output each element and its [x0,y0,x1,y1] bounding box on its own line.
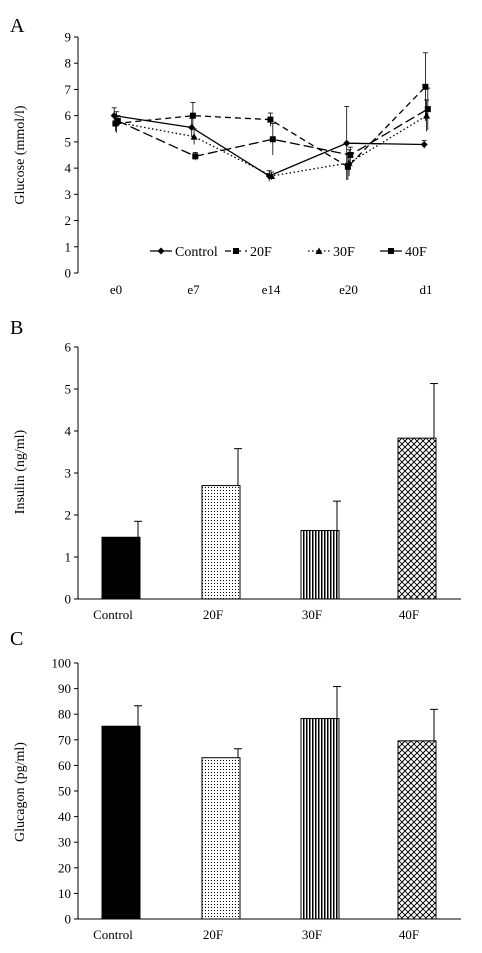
series-20f-point [422,83,429,90]
series-40f-point [192,153,199,160]
glucagon-x-tick-label: Control [93,927,133,942]
insulin-y-tick-label: 5 [65,382,72,397]
insulin-x-tick-label: 40F [399,607,419,622]
series-20f-line [115,86,426,168]
panel-a-letter: A [10,15,25,37]
series-40f-point [114,117,121,124]
glucagon-y-tick-label: 50 [58,784,71,799]
legend-30f-label: 30F [333,245,355,260]
glucagon-bar-control [101,725,141,920]
series-control-point [343,139,351,147]
glucagon-y-tick-label: 10 [58,886,71,901]
glucose-x-tick-label: e7 [187,282,200,297]
glucagon-y-tick-label: 30 [58,835,71,850]
series-30f-point [268,172,276,179]
insulin-bar-chart: 0 1 2 3 4 5 6 Control 20F 30F 40F [65,340,461,622]
insulin-y-tick-label: 2 [65,508,72,523]
insulin-y-tick-label: 3 [65,466,72,481]
glucagon-y-tick-label: 0 [65,912,72,927]
legend-40f-marker [388,248,394,254]
series-40f-point [347,152,354,158]
legend-30f-marker [315,247,323,254]
glucagon-x-tick-label: 20F [203,927,223,942]
glucagon-x-tick-label: 40F [399,927,419,942]
insulin-bar-40f [397,437,437,600]
insulin-bar-30f [300,530,340,600]
glucose-y-tick-label: 2 [65,213,72,228]
panel-a: A Glucose (mmol/l) 0 1 2 3 4 5 6 7 8 9 e0 e7 e14 e20 d… [10,15,433,297]
series-30f-point [423,112,431,119]
glucagon-y-tick-label: 40 [58,809,71,824]
glucose-y-tick-label: 6 [65,108,72,123]
legend-control-marker [157,247,165,255]
series-control-line [114,115,425,177]
series-30f-line [116,115,427,177]
glucose-y-tick-label: 8 [65,56,72,71]
glucose-y-tick-label: 9 [65,30,72,45]
glucose-y-tick-label: 3 [65,187,72,202]
series-20f-point [267,116,274,123]
glucagon-y-tick-label: 100 [52,656,72,671]
legend-40f-label: 40F [405,245,427,260]
glucose-x-tick-label: e0 [110,282,122,297]
panel-a-y-axis-label: Glucose (mmol/l) [13,105,28,204]
glucose-x-tick-label: d1 [420,282,433,297]
glucagon-bar-chart: 0 10 20 30 40 50 60 70 80 90 100 Control 20F 30F 40F [52,656,461,942]
glucose-legend: Control 20F 30F 40F [150,245,427,260]
insulin-bar-20f [201,485,241,600]
panel-c-letter: C [10,628,23,650]
insulin-x-tick-label: 20F [203,607,223,622]
panel-b-letter: B [10,317,23,339]
insulin-x-tick-label: Control [93,607,133,622]
legend-20f-marker [233,248,239,254]
glucose-x-tick-label: e14 [262,282,281,297]
insulin-bar-control [101,536,141,600]
insulin-y-tick-label: 0 [65,592,72,607]
insulin-y-tick-label: 4 [65,424,72,439]
series-control-point [420,141,428,149]
glucagon-bar-20f [201,757,241,920]
panel-c-y-axis-label: Glucagon (pg/ml) [13,742,28,842]
glucagon-y-tick-label: 70 [58,732,71,747]
glucose-y-tick-label: 7 [65,82,72,97]
insulin-y-tick-label: 1 [65,550,72,565]
panel-c: C Glucagon (pg/ml) 0 10 20 30 40 50 60 70 80 90 10… [10,628,461,942]
legend-control-label: Control [175,245,218,260]
insulin-x-tick-label: 30F [302,607,322,622]
series-40f-point [424,106,431,113]
glucagon-y-tick-label: 80 [58,707,71,722]
series-20f-point [189,112,196,119]
glucose-x-tick-label: e20 [339,282,358,297]
series-40f-line [117,108,429,157]
glucagon-y-tick-label: 20 [58,860,71,875]
glucose-line-chart: 0 1 2 3 4 5 6 7 8 9 e0 e7 e14 e20 d1 Control 20F 30F 40F [65,30,433,298]
glucagon-y-tick-label: 60 [58,758,71,773]
panel-b-y-axis-label: Insulin (ng/ml) [13,429,28,514]
glucose-y-tick-label: 0 [65,266,72,281]
panel-b: B Insulin (ng/ml) 0 1 2 3 4 5 6 Control 20F 30F 40… [10,317,461,622]
glucose-y-tick-label: 5 [65,134,72,149]
glucose-y-tick-label: 1 [65,239,72,254]
series-30f-point [190,133,198,140]
series-20f-point [344,163,351,170]
series-30f-point [345,159,353,166]
glucose-y-tick-label: 4 [65,161,72,176]
legend-20f-label: 20F [250,245,272,260]
glucagon-x-tick-label: 30F [302,927,322,942]
glucagon-y-tick-label: 90 [58,681,71,696]
series-control-point [188,123,196,131]
insulin-y-tick-label: 6 [65,340,72,355]
glucagon-bar-40f [397,740,437,920]
series-40f-point [269,136,276,143]
glucagon-bar-30f [300,718,340,920]
